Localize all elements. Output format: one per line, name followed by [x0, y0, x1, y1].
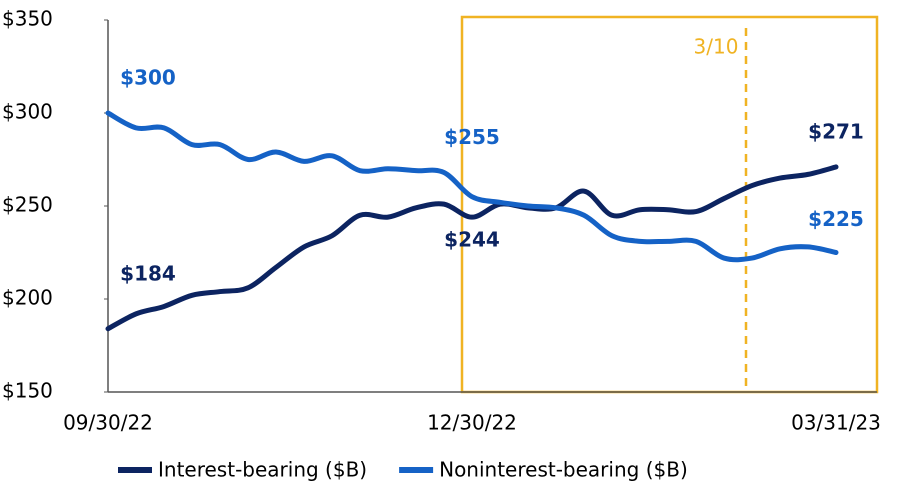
y-tick-label: $350 — [2, 7, 53, 31]
x-tick-label: 03/31/23 — [791, 411, 881, 435]
x-tick-label: 09/30/22 — [63, 411, 153, 435]
data-label: $271 — [808, 119, 864, 143]
y-tick-label: $200 — [2, 286, 53, 310]
y-tick-label: $300 — [2, 100, 53, 124]
data-label: $225 — [808, 207, 864, 231]
x-tick-label: 12/30/22 — [427, 411, 517, 435]
data-label: $255 — [444, 125, 500, 149]
legend-label: Noninterest-bearing ($B) — [439, 458, 688, 482]
y-tick-label: $150 — [2, 379, 53, 403]
y-tick-label: $250 — [2, 193, 53, 217]
data-label: $244 — [444, 228, 500, 252]
data-label: $184 — [120, 261, 176, 285]
data-label: $300 — [120, 66, 176, 90]
series-line — [105, 164, 839, 332]
series-line — [105, 110, 839, 263]
annotation: 3/10 — [694, 35, 739, 59]
legend-label: Interest-bearing ($B) — [158, 458, 367, 482]
